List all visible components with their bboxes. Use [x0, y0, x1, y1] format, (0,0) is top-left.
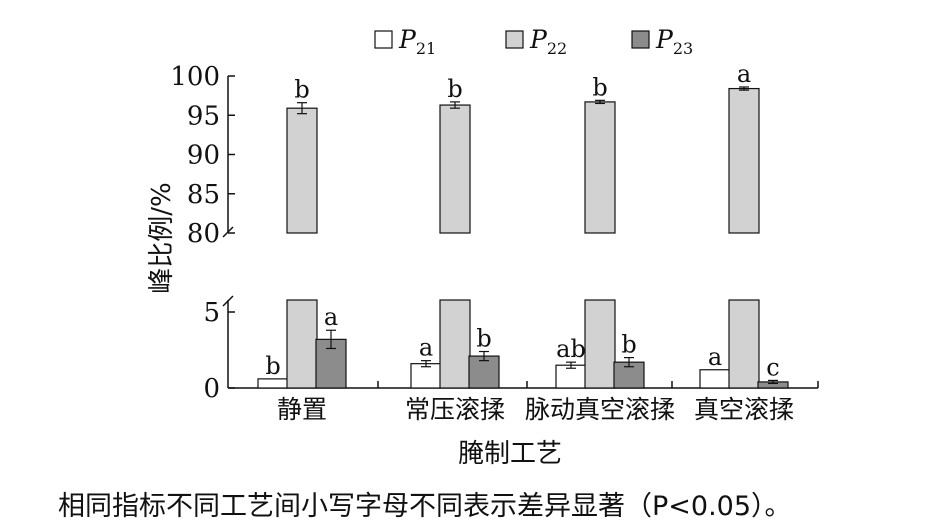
bar-P22: [439, 104, 471, 234]
bar-P22: [728, 87, 760, 234]
bar-P22: [286, 107, 318, 234]
axis-break-mark: [222, 295, 234, 307]
axis-break-gap: [727, 234, 761, 299]
significance-letters: ba ab ab b b aab bc: [265, 60, 779, 381]
figure-caption: 相同指标不同工艺间小写字母不同表示差异显著（P<0.05）。: [58, 491, 792, 522]
legend-subscript: 22: [547, 39, 567, 58]
legend-subscript: 23: [673, 39, 693, 58]
legend-subscript: 21: [416, 39, 436, 58]
axis-break-gap: [285, 234, 319, 299]
x-tick-label: 脉动真空滚揉: [525, 395, 675, 424]
bar-P21: [410, 363, 442, 389]
y-tick-label: 95: [187, 101, 220, 131]
significance-letter: a: [419, 334, 433, 362]
legend-swatch-P23: [631, 30, 650, 49]
axes: 0 5 80 85 90 95 100 静置 常压滚揉 脉动真空滚揉 真空滚揉: [170, 62, 819, 424]
significance-letter: a: [324, 303, 338, 331]
x-tick-label: 静置: [277, 395, 327, 424]
legend-label-P21: P21: [398, 25, 436, 58]
x-axis-label: 腌制工艺: [458, 439, 562, 469]
significance-letter: ab: [556, 335, 586, 363]
y-tick-label: 100: [170, 62, 220, 92]
y-tick-label: 0: [203, 374, 220, 404]
bar-P23: [468, 355, 500, 389]
significance-letter: b: [476, 325, 491, 353]
significance-letter: b: [265, 352, 280, 380]
significance-letter: c: [766, 353, 779, 381]
axis-break-mark: [222, 226, 234, 238]
bars: [257, 86, 789, 389]
legend: P21 P22 P23: [374, 25, 693, 58]
y-tick-label: 90: [187, 141, 220, 171]
axis-break-gap: [438, 234, 472, 299]
bar-P23: [613, 361, 645, 389]
significance-letter: b: [621, 331, 636, 359]
legend-label-P23: P23: [655, 25, 693, 58]
y-tick-label: 5: [203, 298, 220, 328]
legend-label-P22: P22: [529, 25, 567, 58]
bar-P22: [439, 299, 471, 389]
legend-swatch-P22: [505, 30, 524, 49]
significance-letter: a: [737, 60, 751, 88]
legend-swatch-P21: [374, 30, 393, 49]
bar-chart: P21 P22 P23 峰比例/% 0 5 80 85 90 95 100 静置 常压滚揉 脉动真空滚…: [147, 25, 819, 469]
bar-P22: [286, 299, 318, 389]
axis-break-gap: [583, 234, 617, 299]
significance-letter: b: [447, 75, 462, 103]
y-tick-label: 80: [187, 219, 220, 249]
significance-letter: b: [294, 76, 309, 104]
bar-P22: [584, 299, 616, 389]
bar-P22: [584, 101, 616, 234]
x-tick-label: 常压滚揉: [405, 395, 505, 424]
y-axis-label: 峰比例/%: [147, 182, 177, 293]
bar-P21: [257, 378, 289, 389]
significance-letter: b: [592, 73, 607, 101]
bar-P22: [728, 299, 760, 389]
significance-letter: a: [708, 343, 722, 371]
bar-P21: [699, 369, 731, 389]
y-tick-label: 85: [187, 180, 220, 210]
x-tick-label: 真空滚揉: [694, 395, 794, 424]
